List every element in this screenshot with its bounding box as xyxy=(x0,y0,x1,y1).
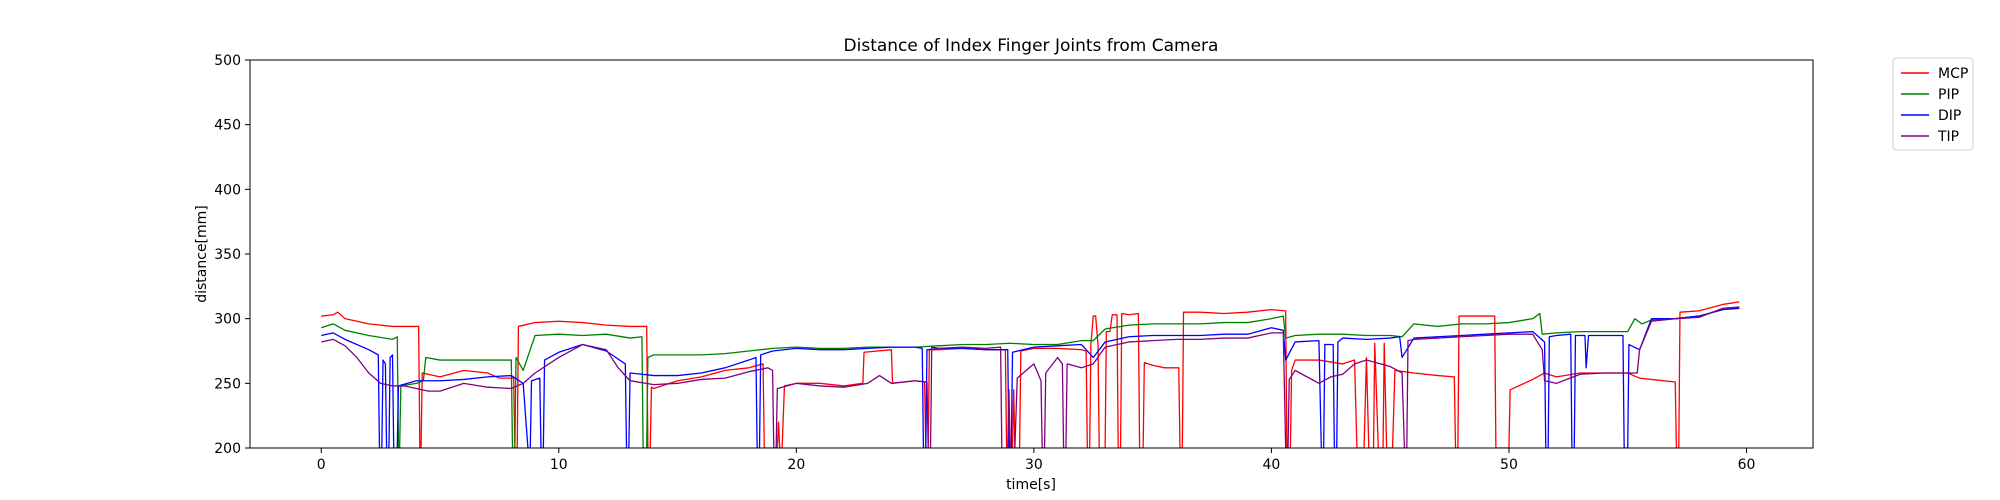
y-tick-label: 350 xyxy=(214,247,241,263)
x-tick-label: 60 xyxy=(1738,457,1756,473)
series-line-dip xyxy=(321,307,1740,448)
plot-area xyxy=(321,301,1740,448)
legend-item-dip: DIP xyxy=(1901,108,1961,124)
legend-label: TIP xyxy=(1937,129,1959,145)
legend-label: DIP xyxy=(1938,108,1961,124)
series-line-mcp xyxy=(321,301,1740,448)
legend-item-mcp: MCP xyxy=(1901,66,1968,82)
y-tick-label: 450 xyxy=(214,118,241,134)
y-tick-label: 300 xyxy=(214,312,241,328)
plot-frame xyxy=(249,59,1814,449)
y-tick-label: 250 xyxy=(214,376,241,392)
x-tick-label: 0 xyxy=(317,457,326,473)
x-axis-label: time[s] xyxy=(1006,477,1056,493)
legend: MCP PIP DIP TIP xyxy=(1892,57,1974,151)
y-axis: 200 250 300 350 400 450 500 xyxy=(214,53,250,457)
chart-title: Distance of Index Finger Joints from Cam… xyxy=(844,36,1219,56)
y-tick-label: 500 xyxy=(214,53,241,69)
legend-label: MCP xyxy=(1938,66,1968,82)
x-tick-label: 20 xyxy=(787,457,805,473)
x-tick-label: 10 xyxy=(550,457,568,473)
legend-frame xyxy=(1892,57,1974,151)
x-tick-label: 50 xyxy=(1500,457,1518,473)
series-line-tip xyxy=(321,306,1740,448)
legend-item-tip: TIP xyxy=(1901,129,1959,145)
series-line-pip xyxy=(321,306,1740,448)
legend-item-pip: PIP xyxy=(1901,87,1959,103)
y-tick-label: 200 xyxy=(214,441,241,457)
x-tick-label: 30 xyxy=(1025,457,1043,473)
legend-label: PIP xyxy=(1938,87,1959,103)
x-tick-label: 40 xyxy=(1262,457,1280,473)
y-axis-label: distance[mm] xyxy=(194,205,210,303)
x-axis: 0 10 20 30 40 50 60 xyxy=(317,448,1756,473)
y-tick-label: 400 xyxy=(214,182,241,198)
